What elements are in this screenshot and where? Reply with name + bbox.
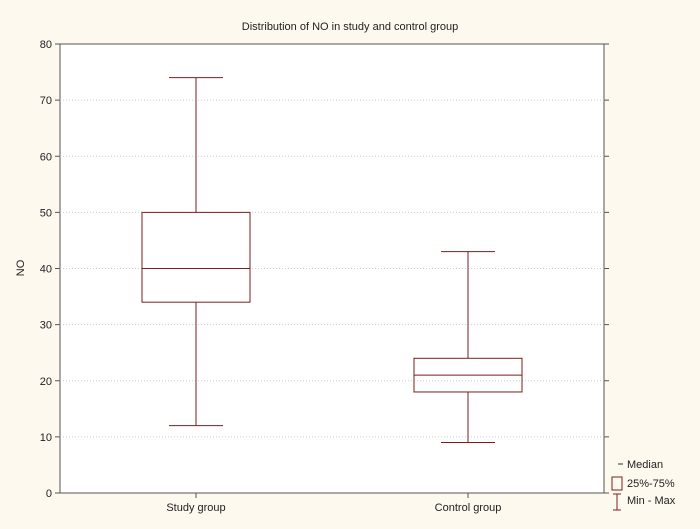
y-tick-label-30: 30 <box>40 320 52 332</box>
y-tick-label-50: 50 <box>40 207 52 219</box>
y-tick-label-20: 20 <box>40 376 52 388</box>
y-tick-label-10: 10 <box>40 432 52 444</box>
legend: Median 25%-75% Min - Max <box>611 459 676 511</box>
box-study-group <box>141 77 251 427</box>
y-tick-label-0: 0 <box>46 488 52 500</box>
box-control-group <box>413 251 523 443</box>
chart-title: Distribution of NO in study and control … <box>242 21 458 33</box>
y-tick-label-80: 80 <box>40 39 52 51</box>
legend-label-box: 25%-75% <box>627 478 675 490</box>
legend-label-median: Median <box>627 459 663 471</box>
legend-box-icon <box>611 476 623 491</box>
x-tick-label-1: Control group <box>435 502 502 514</box>
legend-label-whisker: Min - Max <box>627 495 676 507</box>
y-axis-title: NO <box>15 259 27 276</box>
x-tick-label-0: Study group <box>166 502 225 514</box>
y-tick-label-60: 60 <box>40 151 52 163</box>
iqr-box <box>141 211 251 303</box>
y-tick-label-40: 40 <box>40 264 52 276</box>
y-tick-label-70: 70 <box>40 95 52 107</box>
